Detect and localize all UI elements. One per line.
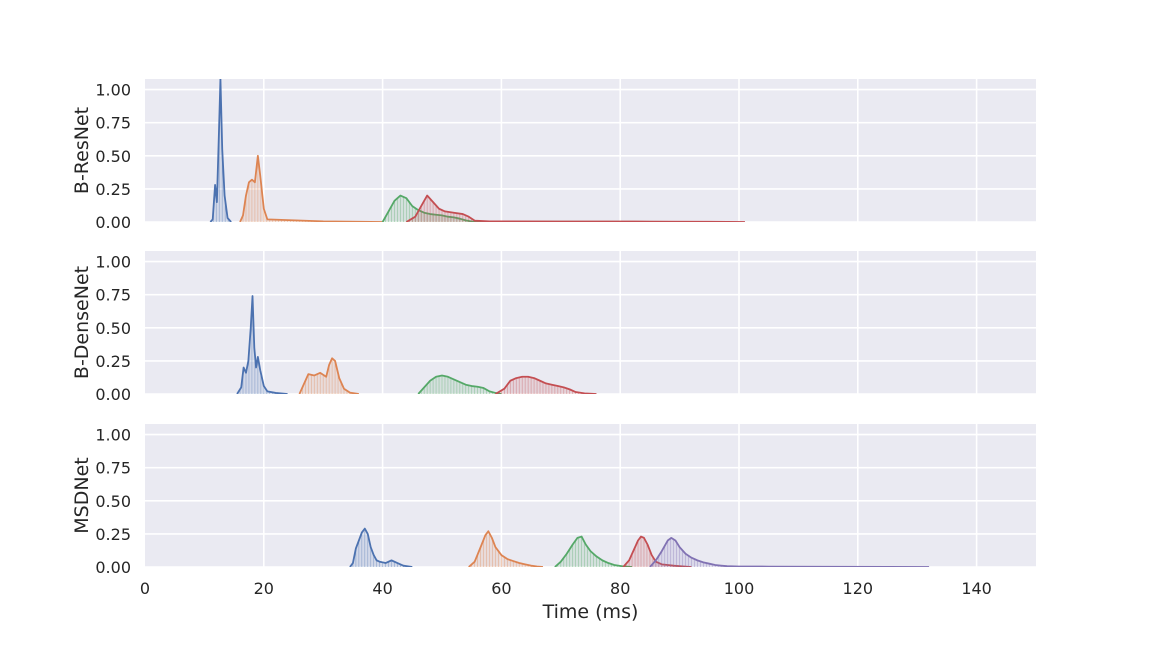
plot-background	[145, 251, 1036, 394]
x-axis: 0 20 40 60 80 100 120 140 Time (ms)	[140, 579, 992, 623]
series-area	[406, 195, 745, 222]
series-line	[381, 194, 710, 222]
series-area	[495, 376, 597, 394]
y-axis-label: B-ResNet	[71, 107, 93, 194]
series-4	[622, 535, 692, 567]
plot-background	[145, 79, 1036, 222]
series-line	[349, 527, 413, 567]
y-axis-label: B-DenseNet	[71, 266, 93, 379]
series-line	[649, 536, 930, 567]
x-tick-label: 20	[254, 579, 274, 598]
series-area	[210, 79, 232, 222]
y-tick-label: 0.50	[95, 492, 131, 511]
series-line	[405, 194, 745, 222]
series-area	[240, 155, 383, 222]
x-tick-label: 140	[961, 579, 992, 598]
series-area	[299, 358, 359, 394]
y-tick-label: 1.00	[95, 253, 131, 272]
series-area	[649, 537, 930, 567]
series-line	[236, 295, 288, 394]
y-tick-label: 0.25	[95, 180, 131, 199]
series-1	[236, 295, 288, 394]
x-tick-label: 100	[724, 579, 755, 598]
series-area	[237, 296, 288, 394]
subplot-2: 0.00 0.25 0.50 0.75 1.00B-DenseNet	[71, 251, 1036, 404]
y-tick-label: 0.25	[95, 352, 131, 371]
series-2	[468, 530, 544, 567]
series-line	[622, 535, 692, 567]
series-2	[239, 154, 383, 222]
series-3	[554, 535, 633, 567]
series-5	[649, 536, 930, 567]
y-tick-label: 0.50	[95, 319, 131, 338]
series-1	[209, 79, 232, 222]
x-axis-label: Time (ms)	[542, 601, 639, 623]
series-area	[349, 528, 413, 567]
y-tick-label: 0.75	[95, 114, 131, 133]
y-tick-label: 1.00	[95, 81, 131, 100]
series-line	[417, 374, 502, 394]
y-tick-label: 1.00	[95, 426, 131, 445]
series-1	[349, 527, 413, 567]
y-tick-label: 0.00	[95, 558, 131, 577]
x-tick-label: 80	[610, 579, 630, 598]
series-2	[298, 357, 359, 394]
y-tick-label: 0.00	[95, 385, 131, 404]
series-area	[623, 536, 692, 567]
y-tick-label: 0.50	[95, 147, 131, 166]
y-tick-label: 0.75	[95, 459, 131, 478]
series-line	[495, 375, 597, 394]
series-line	[209, 79, 232, 222]
series-4	[495, 375, 597, 394]
series-area	[382, 195, 710, 222]
subplot-1: 0.00 0.25 0.50 0.75 1.00B-ResNet	[71, 79, 1036, 232]
x-tick-label: 0	[140, 579, 150, 598]
series-area	[468, 531, 543, 567]
x-tick-label: 60	[491, 579, 511, 598]
x-tick-label: 40	[372, 579, 392, 598]
y-tick-label: 0.25	[95, 525, 131, 544]
series-area	[418, 375, 502, 394]
series-line	[554, 535, 633, 567]
series-line	[468, 530, 544, 567]
y-tick-label: 0.00	[95, 213, 131, 232]
y-tick-label: 0.75	[95, 286, 131, 305]
y-axis-label: MSDNet	[71, 457, 93, 533]
series-4	[405, 194, 745, 222]
series-3	[417, 374, 502, 394]
series-3	[381, 194, 710, 222]
series-line	[298, 357, 359, 394]
x-tick-label: 120	[843, 579, 874, 598]
plot-background	[145, 424, 1036, 567]
series-area	[554, 536, 633, 567]
series-line	[239, 154, 383, 222]
